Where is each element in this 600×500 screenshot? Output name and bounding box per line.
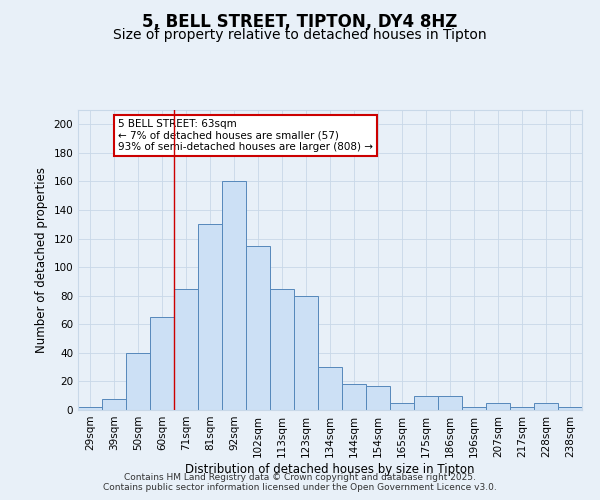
Bar [198, 224, 222, 410]
Bar [270, 288, 294, 410]
Bar [510, 407, 534, 410]
Bar [102, 398, 126, 410]
Text: Contains HM Land Registry data © Crown copyright and database right 2025.
Contai: Contains HM Land Registry data © Crown c… [103, 473, 497, 492]
Bar [486, 403, 510, 410]
Bar [318, 367, 342, 410]
Text: 5 BELL STREET: 63sqm
← 7% of detached houses are smaller (57)
93% of semi-detach: 5 BELL STREET: 63sqm ← 7% of detached ho… [118, 119, 373, 152]
Text: 5, BELL STREET, TIPTON, DY4 8HZ: 5, BELL STREET, TIPTON, DY4 8HZ [142, 12, 458, 30]
X-axis label: Distribution of detached houses by size in Tipton: Distribution of detached houses by size … [185, 462, 475, 475]
Bar [78, 407, 102, 410]
Bar [174, 288, 198, 410]
Text: Size of property relative to detached houses in Tipton: Size of property relative to detached ho… [113, 28, 487, 42]
Bar [126, 353, 150, 410]
Bar [438, 396, 462, 410]
Bar [534, 403, 558, 410]
Bar [294, 296, 318, 410]
Bar [558, 407, 582, 410]
Bar [342, 384, 366, 410]
Bar [150, 317, 174, 410]
Bar [390, 403, 414, 410]
Bar [414, 396, 438, 410]
Bar [462, 407, 486, 410]
Y-axis label: Number of detached properties: Number of detached properties [35, 167, 48, 353]
Bar [366, 386, 390, 410]
Bar [222, 182, 246, 410]
Bar [246, 246, 270, 410]
